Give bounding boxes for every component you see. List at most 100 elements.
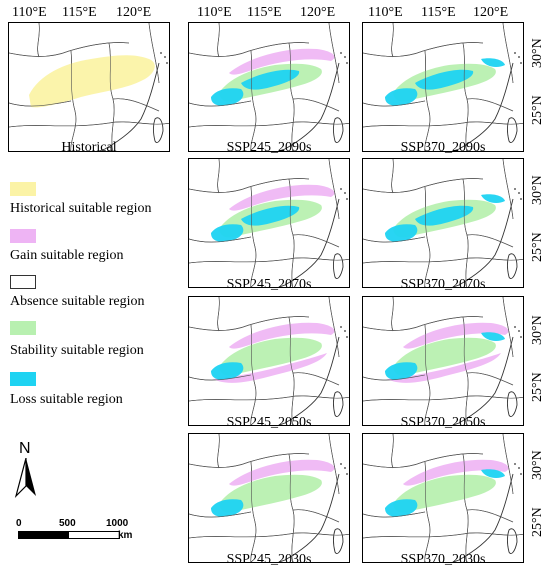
small-island [340,188,342,190]
small-island [518,192,520,194]
province-border-overlay [363,236,426,243]
map-panel-ssp245-2070 [188,158,350,288]
province-border-overlay [189,532,349,539]
loss-region [385,224,418,242]
island-taiwan [333,253,344,279]
small-island [346,336,348,338]
province-border [189,121,349,128]
province-border-overlay [9,100,72,107]
province-border [292,372,340,386]
island-taiwan [153,117,164,143]
map-panel-ssp370-2030 [362,433,524,563]
province-border [363,395,523,402]
loss-region [211,88,244,106]
province-border [363,178,484,193]
north-arrow-icon [14,458,36,498]
province-border-overlay [292,98,340,112]
province-border-overlay [292,509,340,523]
map-svg-historical [9,23,169,151]
small-island [346,198,348,200]
lat-tick-30-row4: 30°N [530,450,545,480]
coastline [452,198,514,287]
small-island [514,188,516,190]
legend-label-historical: Historical suitable region [10,201,152,216]
small-island [520,336,522,338]
scale-bar-black [18,531,70,539]
small-island [344,192,346,194]
legend-swatch-loss [10,372,36,386]
coastline [452,336,514,425]
province-border-overlay [466,509,514,523]
map-svg-ssp245-2070 [189,159,349,287]
province-border-overlay [189,42,310,57]
province-border-overlay [148,23,160,84]
province-border-overlay [391,159,394,194]
map-svg-ssp370-2090 [363,23,523,151]
province-border-overlay [466,234,514,248]
province-border-overlay [363,374,426,381]
province-border-overlay [328,297,340,358]
province-border-overlay [466,372,514,386]
province-border-overlay [391,297,394,332]
province-border-overlay [217,297,220,332]
island-taiwan [333,528,344,554]
coastline [278,198,340,287]
legend-label-stability: Stability suitable region [10,343,144,358]
province-border [466,372,514,386]
lat-tick-25-row3: 25°N [530,372,545,402]
province-border-overlay [37,23,40,58]
stability-region [219,337,322,376]
loss-region [211,224,244,242]
lat-tick-25-row4: 25°N [530,507,545,537]
province-border-overlay [70,50,77,151]
province-border-overlay [189,511,252,518]
province-border-overlay [217,434,220,469]
province-border-overlay [424,461,431,562]
lat-tick-30-row2: 30°N [530,175,545,205]
province-border-overlay [363,42,484,57]
province-border [466,98,514,112]
map-panel-historical [8,22,170,152]
lat-tick-25-row2: 25°N [530,232,545,262]
province-border [292,234,340,248]
gain-region [229,459,335,486]
small-island [514,52,516,54]
panel-label-ssp245-2030: SSP245_2030s [226,552,312,567]
scale-tick-1000: 1000 [106,518,129,529]
gain-region [403,322,509,349]
small-island [520,473,522,475]
coastline [452,473,514,562]
loss-region [385,88,418,106]
small-island [518,330,520,332]
map-panel-ssp245-2090 [188,22,350,152]
map-svg-ssp370-2030 [363,434,523,562]
province-border-overlay [363,257,523,264]
province-border-overlay [363,511,426,518]
small-island [166,62,168,64]
scale-tick-0: 0 [16,518,22,529]
small-island [344,467,346,469]
lon-tick-115-col2: 115°E [247,5,282,20]
loss-region [481,469,505,478]
panel-label-ssp245-2070: SSP245_2070s [226,277,312,292]
legend-swatch-absence [10,275,36,289]
coastline [278,473,340,562]
loss-region [241,69,300,90]
stability-region [219,474,322,513]
province-border [363,121,523,128]
province-border [466,234,514,248]
loss-region [481,332,505,341]
province-border-overlay [328,434,340,495]
province-border-overlay [502,297,514,358]
province-border-overlay [462,42,469,151]
map-panel-ssp370-2050 [362,296,524,426]
island-taiwan [507,253,518,279]
coastline [278,336,340,425]
small-island [520,198,522,200]
island-taiwan [333,117,344,143]
small-island [340,52,342,54]
province-border-overlay [363,453,484,468]
loss-region [211,499,244,517]
loss-region [211,362,244,380]
lat-tick-25-row1: 25°N [530,95,545,125]
